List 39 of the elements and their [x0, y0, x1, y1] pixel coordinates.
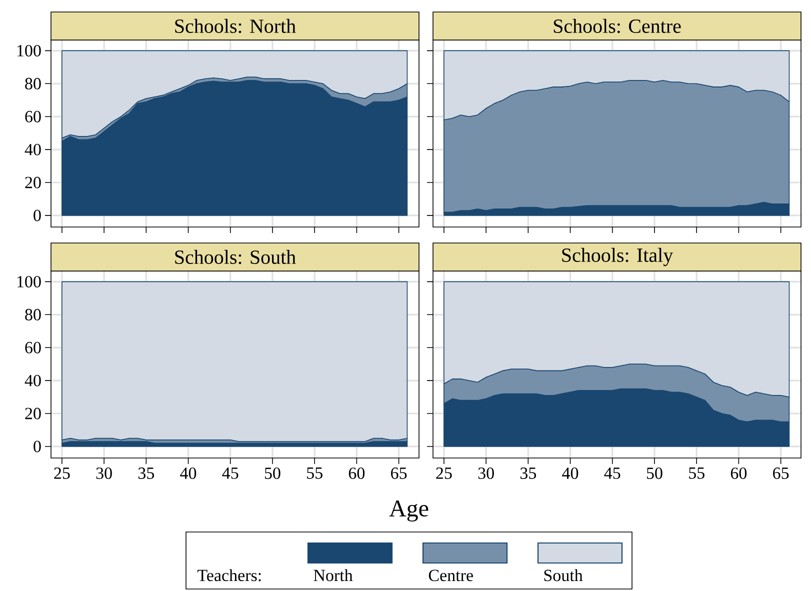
chart-title: Schools: Italy [562, 248, 674, 266]
y-tick-label: 60 [25, 110, 41, 122]
y-tick-label: 100 [17, 44, 41, 56]
x-tick-label: 60 [730, 468, 747, 479]
y-tick-label: 100 [17, 276, 41, 288]
y-tick-label: 0 [34, 440, 41, 452]
legend-title: Teachers: [198, 569, 261, 582]
x-tick-label: 65 [391, 468, 407, 479]
x-tick-label: 60 [348, 468, 365, 479]
x-tick-label: 65 [773, 468, 789, 479]
x-tick-label: 50 [264, 468, 280, 479]
x-axis-title: Age [389, 500, 428, 522]
x-tick-label: 40 [180, 468, 196, 479]
y-tick-label: 40 [24, 374, 41, 386]
y-tick-label: 0 [34, 210, 41, 222]
y-tick-label: 20 [25, 176, 41, 188]
chart-title: Schools: North [175, 18, 296, 34]
legend-label: North [314, 569, 353, 582]
x-tick-label: 40 [562, 468, 578, 479]
x-tick-label: 35 [520, 468, 536, 479]
x-tick-label: 25 [436, 468, 452, 479]
x-tick-label: 55 [307, 468, 322, 479]
y-tick-label: 40 [24, 144, 41, 156]
chart-title: Schools: South [175, 250, 296, 264]
x-tick-label: 45 [604, 468, 620, 479]
chart-title: Schools: Centre [554, 18, 681, 34]
legend-label: Centre [428, 570, 473, 582]
y-tick-label: 20 [25, 408, 41, 420]
x-tick-label: 55 [689, 468, 704, 479]
x-tick-label: 30 [96, 468, 112, 479]
y-tick-label: 80 [25, 78, 41, 90]
x-tick-label: 35 [138, 468, 154, 479]
x-tick-label: 25 [54, 468, 70, 479]
x-tick-label: 30 [478, 468, 494, 479]
x-tick-label: 50 [646, 468, 662, 479]
x-tick-label: 45 [222, 468, 238, 479]
y-tick-label: 80 [25, 308, 41, 320]
legend-label: South [544, 569, 583, 582]
y-tick-label: 60 [25, 342, 41, 354]
